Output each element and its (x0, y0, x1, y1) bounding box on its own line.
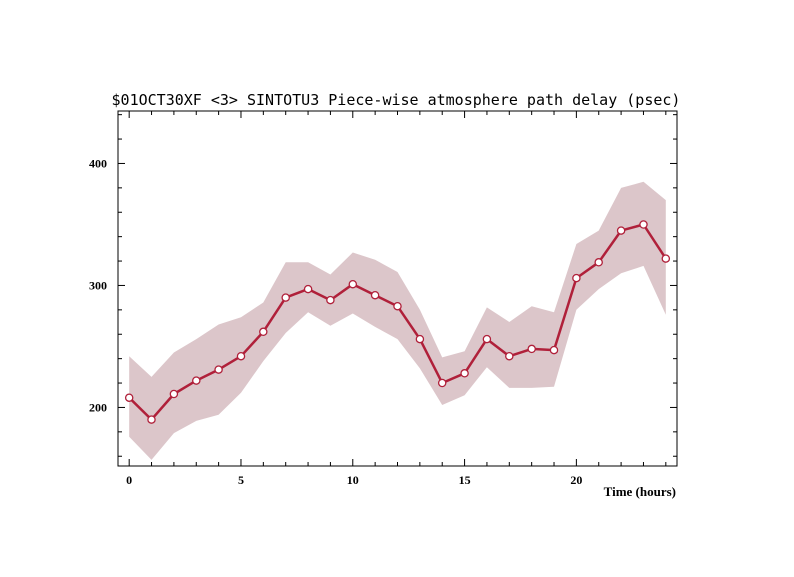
data-point (259, 327, 268, 337)
data-point (572, 273, 581, 283)
data-point (527, 344, 536, 354)
data-point (482, 334, 492, 344)
x-tick-label: 15 (459, 473, 471, 487)
data-point (303, 284, 313, 294)
data-point (437, 378, 447, 388)
y-tick-label: 300 (89, 278, 107, 292)
data-point (326, 295, 335, 305)
data-point (639, 220, 648, 229)
x-tick-label: 10 (347, 473, 359, 487)
data-point (460, 369, 469, 378)
x-axis-label: Time (hours) (604, 484, 676, 499)
data-point (214, 365, 223, 374)
x-tick-label: 5 (238, 473, 244, 487)
data-point (169, 389, 179, 399)
x-tick-label: 0 (126, 473, 132, 487)
tick-labels: 0 5 10 15 20 200 300 400 (89, 156, 582, 487)
data-point (124, 393, 134, 402)
uncertainty-band (129, 181, 666, 460)
data-point (393, 301, 402, 311)
data-point (236, 351, 246, 361)
y-tick-label: 400 (89, 156, 107, 170)
axis-ticks (118, 111, 677, 466)
data-point (594, 258, 603, 267)
data-point (549, 345, 559, 355)
data-point-layer (124, 220, 671, 424)
data-point (505, 351, 514, 361)
data-point (192, 376, 201, 385)
data-point (281, 293, 290, 302)
data-point (348, 279, 358, 289)
data-point (616, 226, 626, 235)
data-point (147, 415, 156, 424)
data-point (370, 290, 380, 300)
y-tick-label: 200 (89, 400, 107, 414)
chart-title: $01OCT30XF <3> SINTOTU3 Piece-wise atmos… (112, 91, 681, 109)
data-point (661, 254, 671, 263)
x-tick-label: 20 (570, 473, 582, 487)
data-point (415, 334, 425, 344)
uncertainty-band-layer (129, 181, 666, 460)
